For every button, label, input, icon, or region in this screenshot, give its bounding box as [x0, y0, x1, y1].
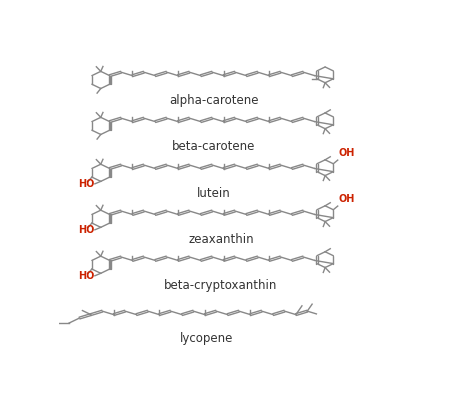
Text: alpha-carotene: alpha-carotene [169, 94, 258, 107]
Text: beta-cryptoxanthin: beta-cryptoxanthin [164, 279, 278, 291]
Text: OH: OH [338, 194, 355, 204]
Text: lycopene: lycopene [180, 332, 233, 345]
Text: OH: OH [338, 148, 355, 158]
Text: HO: HO [78, 179, 94, 189]
Text: zeaxanthin: zeaxanthin [188, 232, 254, 246]
Text: beta-carotene: beta-carotene [172, 140, 255, 153]
Text: HO: HO [78, 271, 94, 281]
Text: lutein: lutein [197, 187, 230, 199]
Text: HO: HO [78, 225, 94, 235]
